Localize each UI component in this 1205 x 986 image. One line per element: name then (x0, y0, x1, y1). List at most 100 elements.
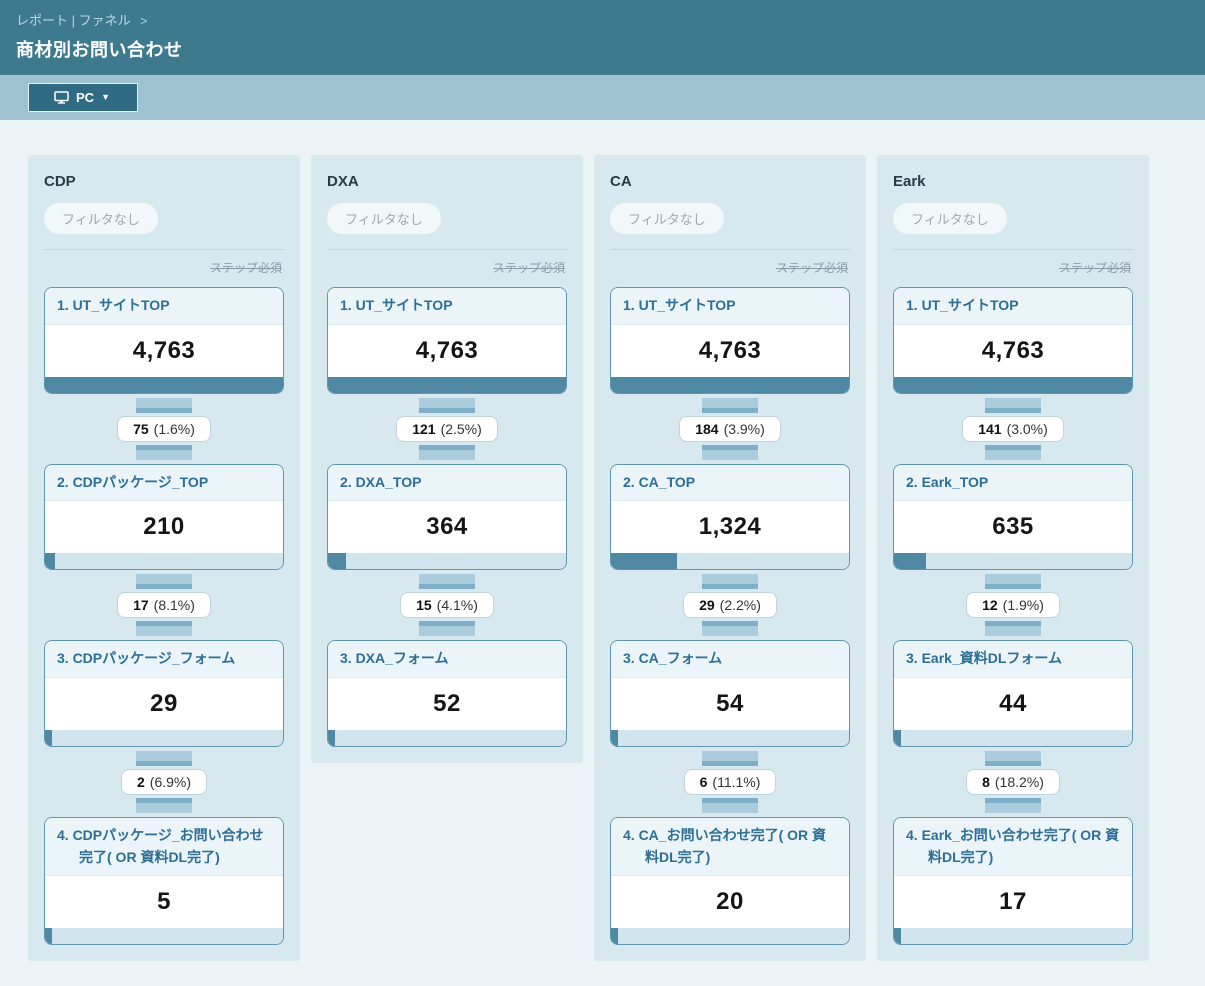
funnel-step-card[interactable]: 4. CDPパッケージ_お問い合わせ完了( OR 資料DL完了) 5 (44, 817, 284, 946)
step-connector: 17 (8.1%) (44, 570, 284, 640)
step-progress-bar (45, 553, 283, 570)
step-connector: 2 (6.9%) (44, 747, 284, 817)
transition-percent: (11.1%) (712, 774, 761, 791)
step-progress-bar (328, 376, 566, 393)
step-label: 1. UT_サイトTOP (328, 288, 566, 325)
connector-bar-top (985, 397, 1041, 413)
transition-percent: (3.0%) (1006, 420, 1048, 437)
step-connector: 29 (2.2%) (610, 570, 850, 640)
step-label: 2. CA_TOP (611, 464, 849, 502)
step-progress-bar (45, 376, 283, 393)
filter-badge[interactable]: フィルタなし (44, 203, 158, 234)
funnel-step-card[interactable]: 3. CDPパッケージ_フォーム 29 (44, 640, 284, 748)
step-value: 4,763 (981, 336, 1045, 364)
step-progress-fill (328, 730, 335, 747)
funnel-step-card[interactable]: 3. CA_フォーム 54 (610, 640, 850, 748)
breadcrumb[interactable]: レポート | ファネル > (16, 10, 1189, 29)
page-title: 商材別お問い合わせ (16, 40, 183, 60)
filter-badge[interactable]: フィルタなし (327, 203, 441, 234)
divider (610, 249, 850, 250)
funnel-title: CDP (44, 173, 76, 190)
transition-pill: 121 (2.5%) (396, 415, 498, 442)
step-progress-bar (45, 730, 283, 747)
filter-badge[interactable]: フィルタなし (893, 203, 1007, 234)
step-label: 3. CDPパッケージ_フォーム (45, 641, 283, 679)
funnel-step-card[interactable]: 1. UT_サイトTOP 4,763 (327, 287, 567, 394)
step-value: 635 (992, 513, 1034, 541)
transition-count: 8 (982, 774, 990, 791)
step-required-label[interactable]: ステップ必須 (775, 261, 848, 275)
connector-bar-top (702, 574, 758, 590)
transition-pill: 8 (18.2%) (966, 769, 1060, 796)
step-progress-fill (894, 376, 1132, 393)
transition-count: 141 (978, 420, 1002, 437)
funnel-step-card[interactable]: 4. Eark_お問い合わせ完了( OR 資料DL完了) 17 (893, 817, 1133, 946)
step-progress-bar (45, 928, 283, 945)
transition-count: 6 (699, 774, 708, 791)
funnel-board: CDP フィルタなしステップ必須 1. UT_サイトTOP 4,763 75 (1.6%)… (28, 155, 1177, 962)
connector-bar-bottom (136, 444, 192, 460)
funnel-step-card[interactable]: 2. DXA_TOP 364 (327, 463, 567, 571)
step-label: 2. CDPパッケージ_TOP (45, 464, 283, 502)
connector-bar-bottom (419, 621, 475, 637)
transition-count: 15 (416, 597, 432, 614)
step-label: 4. Eark_お問い合わせ完了( OR 資料DL完了) (894, 818, 1132, 877)
step-progress-bar (611, 553, 849, 570)
transition-pill: 12 (1.9%) (966, 592, 1060, 619)
step-progress-bar (894, 928, 1132, 945)
divider (44, 249, 284, 250)
transition-percent: (3.9%) (723, 420, 765, 437)
step-progress-fill (894, 730, 901, 747)
breadcrumb-arrow-icon: > (140, 14, 148, 28)
step-value: 52 (433, 690, 461, 718)
step-connector: 8 (18.2%) (893, 747, 1133, 817)
step-progress-bar (894, 730, 1132, 747)
transition-percent: (18.2%) (994, 774, 1044, 791)
divider (327, 249, 567, 250)
transition-count: 17 (133, 597, 149, 614)
connector-bar-bottom (702, 444, 758, 460)
step-progress-fill (328, 376, 566, 393)
step-required-label[interactable]: ステップ必須 (492, 261, 565, 275)
funnel-step-card[interactable]: 2. Eark_TOP 635 (893, 463, 1133, 571)
step-progress-bar (611, 730, 849, 747)
step-label: 1. UT_サイトTOP (894, 288, 1132, 325)
transition-pill: 75 (1.6%) (117, 415, 211, 442)
connector-bar-bottom (985, 444, 1041, 460)
funnel-step-card[interactable]: 1. UT_サイトTOP 4,763 (610, 287, 850, 394)
funnel-step-card[interactable]: 1. UT_サイトTOP 4,763 (44, 287, 284, 394)
step-required-label[interactable]: ステップ必須 (209, 261, 282, 275)
funnel-step-card[interactable]: 2. CDPパッケージ_TOP 210 (44, 463, 284, 571)
funnel-step-card[interactable]: 1. UT_サイトTOP 4,763 (893, 287, 1133, 394)
step-label: 2. Eark_TOP (894, 464, 1132, 502)
transition-percent: (2.2%) (719, 597, 761, 614)
filter-badge[interactable]: フィルタなし (610, 203, 724, 234)
step-connector: 12 (1.9%) (893, 570, 1133, 640)
device-selector-button[interactable]: PC ▼ (28, 83, 138, 112)
step-label: 4. CDPパッケージ_お問い合わせ完了( OR 資料DL完了) (45, 818, 283, 877)
connector-bar-bottom (985, 621, 1041, 637)
step-connector: 141 (3.0%) (893, 394, 1133, 464)
connector-bar-top (985, 574, 1041, 590)
funnel-step-card[interactable]: 4. CA_お問い合わせ完了( OR 資料DL完了) 20 (610, 817, 850, 946)
step-required-label[interactable]: ステップ必須 (1058, 261, 1131, 275)
transition-count: 121 (412, 420, 436, 437)
step-value: 4,763 (415, 336, 479, 364)
step-label: 4. CA_お問い合わせ完了( OR 資料DL完了) (611, 818, 849, 877)
breadcrumb-text[interactable]: レポート | ファネル (16, 13, 131, 28)
device-label: PC (76, 90, 95, 105)
step-progress-fill (45, 730, 52, 747)
connector-bar-bottom (985, 798, 1041, 814)
funnel-step-card[interactable]: 2. CA_TOP 1,324 (610, 463, 850, 571)
transition-count: 29 (699, 597, 715, 614)
funnel-step-card[interactable]: 3. DXA_フォーム 52 (327, 640, 567, 748)
transition-percent: (6.9%) (149, 774, 192, 791)
transition-pill: 6 (11.1%) (683, 769, 777, 796)
step-progress-fill (328, 553, 347, 570)
funnel-step-card[interactable]: 3. Eark_資料DLフォーム 44 (893, 640, 1133, 748)
step-progress-bar (894, 553, 1132, 570)
step-connector: 184 (3.9%) (610, 394, 850, 464)
funnel-panel-ca: CA フィルタなし ステップ必須 1. UT_サイトTOP 4,763 184 (3.9%)… (594, 155, 866, 962)
transition-count: 184 (695, 420, 719, 437)
connector-bar-top (136, 751, 192, 767)
